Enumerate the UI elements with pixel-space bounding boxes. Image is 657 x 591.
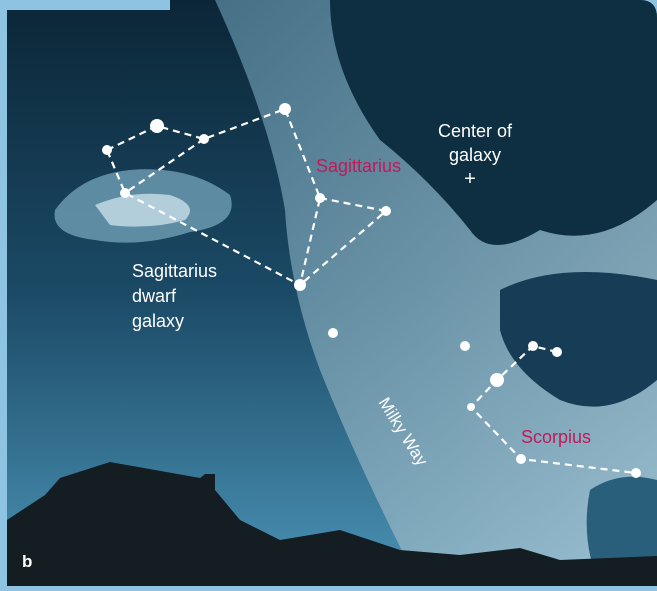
illustration: Center of galaxy + Sagittarius Sagittari… bbox=[0, 0, 657, 586]
constellation-label: Sagittarius bbox=[316, 156, 401, 176]
star bbox=[516, 454, 526, 464]
star bbox=[294, 279, 306, 291]
star bbox=[199, 134, 209, 144]
center-marker: + bbox=[464, 168, 476, 190]
center-label: galaxy bbox=[449, 145, 501, 165]
star bbox=[490, 373, 504, 387]
star bbox=[150, 119, 164, 133]
star bbox=[381, 206, 391, 216]
panel-label: b bbox=[22, 552, 32, 571]
star bbox=[102, 145, 112, 155]
scene bbox=[0, 0, 657, 586]
star bbox=[120, 188, 130, 198]
star bbox=[460, 341, 470, 351]
star bbox=[528, 341, 538, 351]
star bbox=[631, 468, 641, 478]
star bbox=[315, 193, 325, 203]
center-label: Center of bbox=[438, 121, 513, 141]
star bbox=[467, 403, 475, 411]
dwarf-label: dwarf bbox=[132, 286, 177, 306]
constellation-label: Scorpius bbox=[521, 427, 591, 447]
dwarf-label: galaxy bbox=[132, 311, 184, 331]
star bbox=[552, 347, 562, 357]
star bbox=[328, 328, 338, 338]
star bbox=[279, 103, 291, 115]
dwarf-label: Sagittarius bbox=[132, 261, 217, 281]
page: Center of galaxy + Sagittarius Sagittari… bbox=[0, 0, 657, 586]
